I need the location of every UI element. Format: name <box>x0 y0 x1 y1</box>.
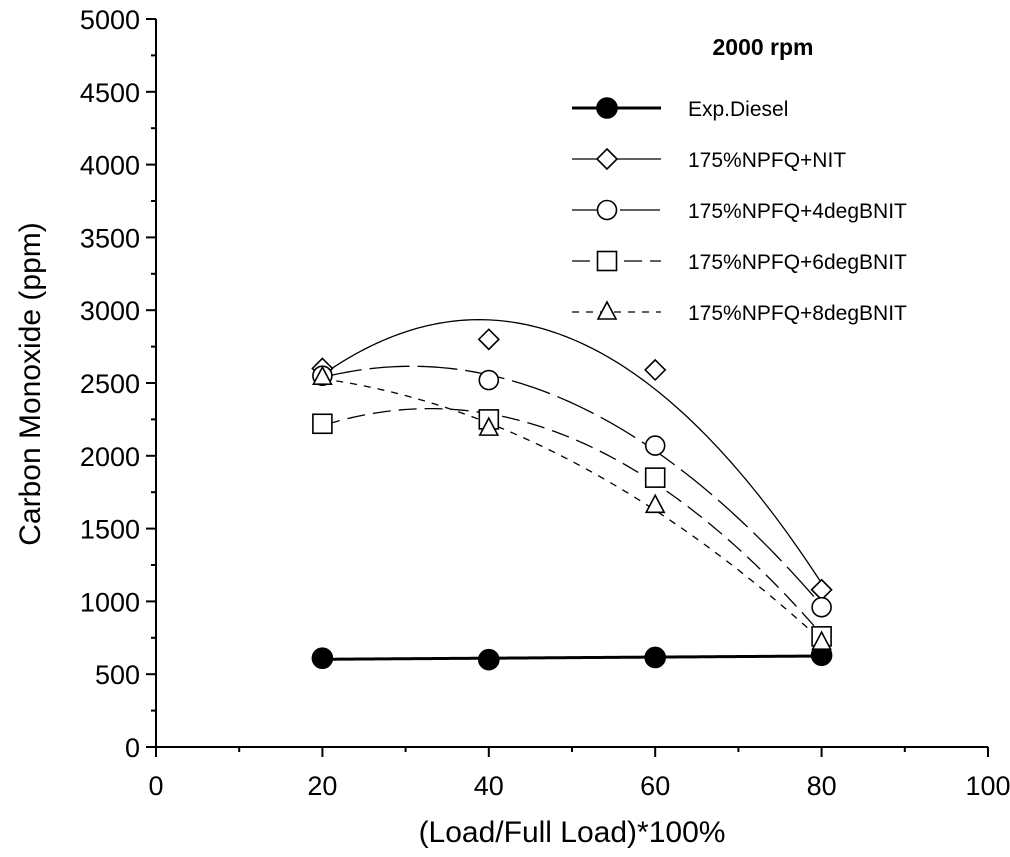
data-point-s1-3 <box>810 578 833 601</box>
y-axis-title: Carbon Monoxide (ppm) <box>14 222 47 545</box>
data-point-s2-3 <box>811 596 832 618</box>
legend-label-2: 175%NPFQ+4degBNIT <box>688 200 907 223</box>
x-tick-label: 60 <box>640 771 670 801</box>
data-point-s2-2 <box>644 435 666 456</box>
legend: Exp.Diesel 175%NPFQ+NIT 175%NPFQ+4degBNIT 1… <box>572 97 907 325</box>
legend-label-3: 175%NPFQ+6degBNIT <box>688 251 907 274</box>
series-line-3 <box>322 407 823 635</box>
legend-label-0: Exp.Diesel <box>688 98 788 121</box>
series-line-2 <box>322 365 823 606</box>
fit-curves <box>322 319 823 661</box>
y-tick-label: 5000 <box>80 5 140 35</box>
legend-marker-2 <box>596 199 618 221</box>
legend-label-1: 175%NPFQ+NIT <box>688 149 846 172</box>
data-point-s3-0 <box>312 413 333 435</box>
y-tick-label: 0 <box>125 733 140 763</box>
data-point-s2-1 <box>478 369 500 391</box>
rpm-annotation: 2000 rpm <box>712 34 813 60</box>
y-tick-label: 2500 <box>80 369 140 399</box>
data-point-s0-2 <box>644 646 667 669</box>
y-tick-label: 4000 <box>80 151 140 181</box>
y-tick-label: 500 <box>95 660 140 690</box>
data-point-s1-2 <box>644 358 667 382</box>
legend-marker-0 <box>596 97 618 119</box>
legend-marker-1 <box>595 147 619 171</box>
x-tick-label: 20 <box>307 771 337 801</box>
x-tick-label: 100 <box>965 771 1010 801</box>
y-tick-label: 1000 <box>80 587 140 617</box>
legend-label-4: 175%NPFQ+8degBNIT <box>688 302 907 325</box>
data-point-s3-2 <box>644 467 666 488</box>
data-point-s1-1 <box>477 328 500 351</box>
series-line-0 <box>322 654 822 661</box>
data-markers <box>311 328 833 671</box>
series-line-1 <box>322 319 823 584</box>
legend-marker-4 <box>596 300 618 320</box>
series-line-4 <box>322 378 823 641</box>
data-point-s4-2 <box>644 493 666 514</box>
data-point-s0-1 <box>477 648 500 671</box>
x-axis-title: (Load/Full Load)*100% <box>419 816 726 849</box>
data-point-s4-3 <box>811 630 832 650</box>
y-tick-label: 3500 <box>80 223 140 253</box>
x-tick-label: 80 <box>807 771 837 801</box>
y-tick-label: 4500 <box>80 78 140 108</box>
data-point-s4-1 <box>478 416 500 436</box>
y-tick-label: 2000 <box>80 442 140 472</box>
y-tick-label: 3000 <box>80 296 140 326</box>
legend-marker-3 <box>596 250 618 272</box>
axes: 0500100015002000250030003500400045005000… <box>80 5 1010 801</box>
data-point-s4-0 <box>312 365 333 385</box>
x-tick-label: 0 <box>148 771 163 801</box>
data-point-s0-0 <box>311 647 334 669</box>
y-tick-label: 1500 <box>80 515 140 545</box>
x-tick-label: 40 <box>474 771 504 801</box>
